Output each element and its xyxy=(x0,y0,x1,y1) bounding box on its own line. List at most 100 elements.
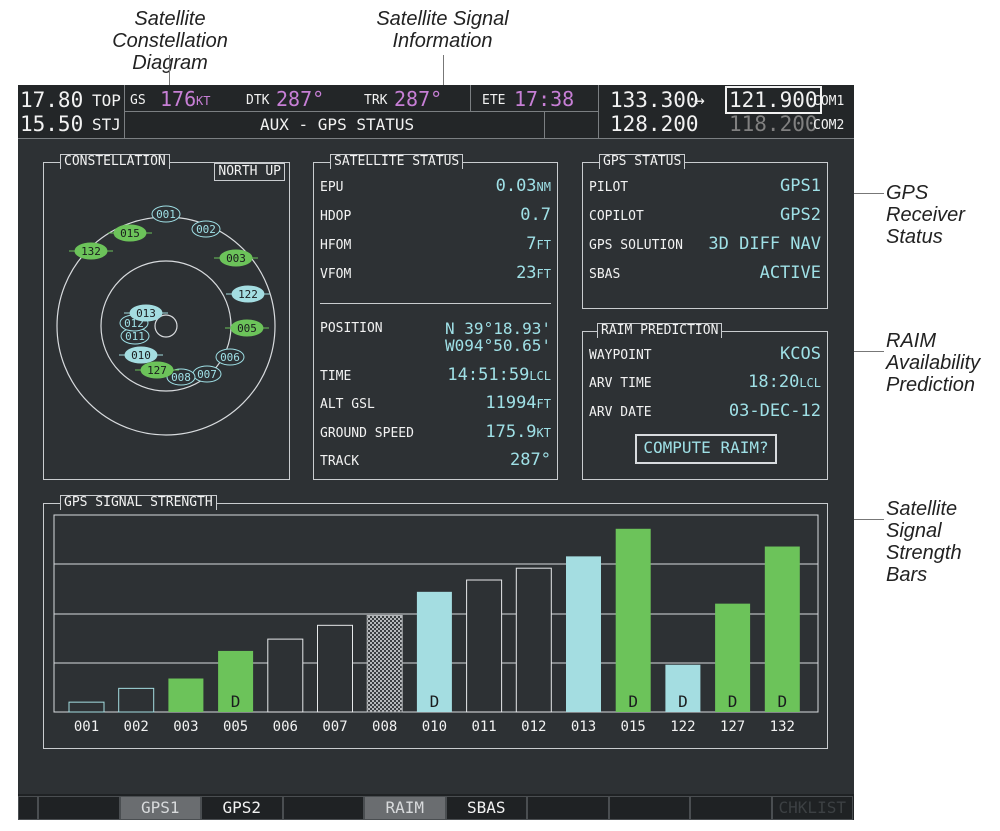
com1-active-frequency[interactable]: 133.300 xyxy=(610,88,699,112)
signal-bar-label: 005 xyxy=(223,719,248,735)
time-unit: LCL xyxy=(529,369,551,383)
softkey-sbas[interactable]: SBAS xyxy=(445,796,527,820)
softkey-blank-0[interactable] xyxy=(18,796,38,820)
vfom-number: 23 xyxy=(516,263,537,283)
mfd-screen: 17.80 15.50 TOP STJ GS 176 KT DTK 287° T… xyxy=(18,85,854,820)
time-value: 14:51:59LCL xyxy=(447,365,551,385)
signal-bar-008 xyxy=(366,614,403,713)
signal-bar-label: 122 xyxy=(670,719,695,735)
satellite-label: 015 xyxy=(120,227,140,240)
satellite-013: 013 xyxy=(124,304,168,322)
gs-unit: KT xyxy=(196,94,211,108)
softkey-blank-9[interactable] xyxy=(690,796,772,820)
satellite-label: 001 xyxy=(156,208,176,221)
softkey-gps2[interactable]: GPS2 xyxy=(201,796,283,820)
waypoint-value[interactable]: KCOS xyxy=(780,344,821,364)
satellite-001: 001 xyxy=(151,205,181,223)
signal-bar-label: 001 xyxy=(74,719,99,735)
sbas-label: SBAS xyxy=(589,267,621,282)
signal-bar-007 xyxy=(317,624,353,713)
track-row: TRACK 287° xyxy=(320,450,551,472)
raim-title: RAIM PREDICTION xyxy=(597,323,723,338)
softkey-raim[interactable]: RAIM xyxy=(364,796,446,820)
satellite-label: 011 xyxy=(125,330,145,343)
epu-unit: NM xyxy=(536,180,551,194)
callout-line-1: GPS xyxy=(886,182,929,204)
signal-bar-label: 010 xyxy=(422,719,447,735)
status-divider xyxy=(320,303,551,304)
nav-standby-id: STJ xyxy=(92,115,121,134)
ete-value: 17:38 xyxy=(514,87,575,111)
solution-value: 3D DIFF NAV xyxy=(708,234,821,254)
hfom-row: HFOM 7FT xyxy=(320,234,551,256)
hdop-label: HDOP xyxy=(320,209,352,224)
satellite-label: 006 xyxy=(220,351,240,364)
satellite-008: 008 xyxy=(166,368,196,386)
gps-status-panel: GPS STATUS PILOT GPS1 COPILOT GPS2 GPS S… xyxy=(582,154,828,309)
signal-bar-label: 012 xyxy=(521,719,546,735)
arv-time-number: 18:20 xyxy=(748,372,800,392)
callout-line-3: Strength xyxy=(886,542,962,564)
signal-bar-013 xyxy=(566,556,601,712)
satellite-label: 010 xyxy=(131,349,151,362)
com2-active-frequency[interactable]: 128.200 xyxy=(610,112,699,136)
signal-bar-122 xyxy=(665,664,701,712)
satellite-status-panel: SATELLITE STATUS EPU 0.03NM HDOP 0.7 HFO… xyxy=(313,154,558,480)
satellite-label: 127 xyxy=(147,364,167,377)
gs-value: 176 xyxy=(160,87,197,111)
ground-speed-unit: KT xyxy=(536,426,551,440)
callout-line-2: Signal xyxy=(886,520,942,542)
differential-marker: D xyxy=(678,692,688,711)
signal-bar-label: 007 xyxy=(322,719,347,735)
hfom-value: 7FT xyxy=(526,234,551,254)
differential-marker: D xyxy=(628,692,638,711)
callout-raim: RAIM Availability Prediction xyxy=(886,330,980,396)
softkey-blank-1[interactable] xyxy=(38,796,120,820)
com1-standby-frequency[interactable]: 121.900 xyxy=(725,86,822,114)
position-lon: W094°50.65' xyxy=(445,336,551,355)
softkey-gps1[interactable]: GPS1 xyxy=(119,796,201,820)
gps-status-title: GPS STATUS xyxy=(599,154,686,169)
epu-label: EPU xyxy=(320,180,344,195)
softkey-chklist[interactable]: CHKLIST xyxy=(771,796,853,820)
time-number: 14:51:59 xyxy=(447,365,530,385)
signal-bar-label: 127 xyxy=(720,719,745,735)
track-label: TRACK xyxy=(320,454,360,469)
com-swap-icon[interactable]: ↔ xyxy=(694,90,705,111)
signal-bar-002 xyxy=(118,687,155,713)
differential-marker: D xyxy=(777,692,787,711)
nav-active-frequency[interactable]: 17.80 xyxy=(20,88,84,112)
compute-raim-button[interactable]: COMPUTE RAIM? xyxy=(635,434,777,464)
hfom-label: HFOM xyxy=(320,238,352,253)
signal-bar-011 xyxy=(466,579,503,713)
position-label: POSITION xyxy=(320,321,383,336)
page-title: AUX - GPS STATUS xyxy=(260,115,415,134)
nav-standby-frequency[interactable]: 15.50 xyxy=(20,112,84,136)
softkey-blank-7[interactable] xyxy=(527,796,609,820)
softkey-blank-4[interactable] xyxy=(282,796,364,820)
alt-value: 11994FT xyxy=(485,393,551,413)
copilot-label: COPILOT xyxy=(589,209,644,224)
arv-date-row: ARV DATE 03-DEC-12 xyxy=(589,401,821,423)
callout-bars: Satellite Signal Strength Bars xyxy=(886,498,962,586)
pilot-value: GPS1 xyxy=(780,176,821,196)
signal-bar-label: 011 xyxy=(471,719,496,735)
raim-prediction-panel: RAIM PREDICTION WAYPOINT KCOS ARV TIME 1… xyxy=(582,323,828,480)
gs-label: GS xyxy=(130,93,146,108)
sbas-row: SBAS ACTIVE xyxy=(589,263,821,285)
satellite-005: 005 xyxy=(225,319,269,337)
arv-time-value[interactable]: 18:20LCL xyxy=(748,372,821,392)
gps-signal-strength-panel: GPS SIGNAL STRENGTH 001 002 003 D 005 006 007 0… xyxy=(43,495,828,749)
solution-label: GPS SOLUTION xyxy=(589,238,683,253)
arv-time-row: ARV TIME 18:20LCL xyxy=(589,372,821,394)
callout-line-2: Diagram xyxy=(75,52,265,74)
satellite-002: 002 xyxy=(191,220,221,238)
softkey-blank-8[interactable] xyxy=(608,796,690,820)
arv-date-label: ARV DATE xyxy=(589,405,652,420)
arv-date-value[interactable]: 03-DEC-12 xyxy=(728,401,821,421)
com2-standby-frequency[interactable]: 118.200 xyxy=(729,112,818,136)
north-up-indicator[interactable]: NORTH UP xyxy=(214,163,285,181)
signal-bar-001 xyxy=(68,701,105,713)
alt-unit: FT xyxy=(536,397,551,411)
callout-receiver: GPS Receiver Status xyxy=(886,182,965,248)
